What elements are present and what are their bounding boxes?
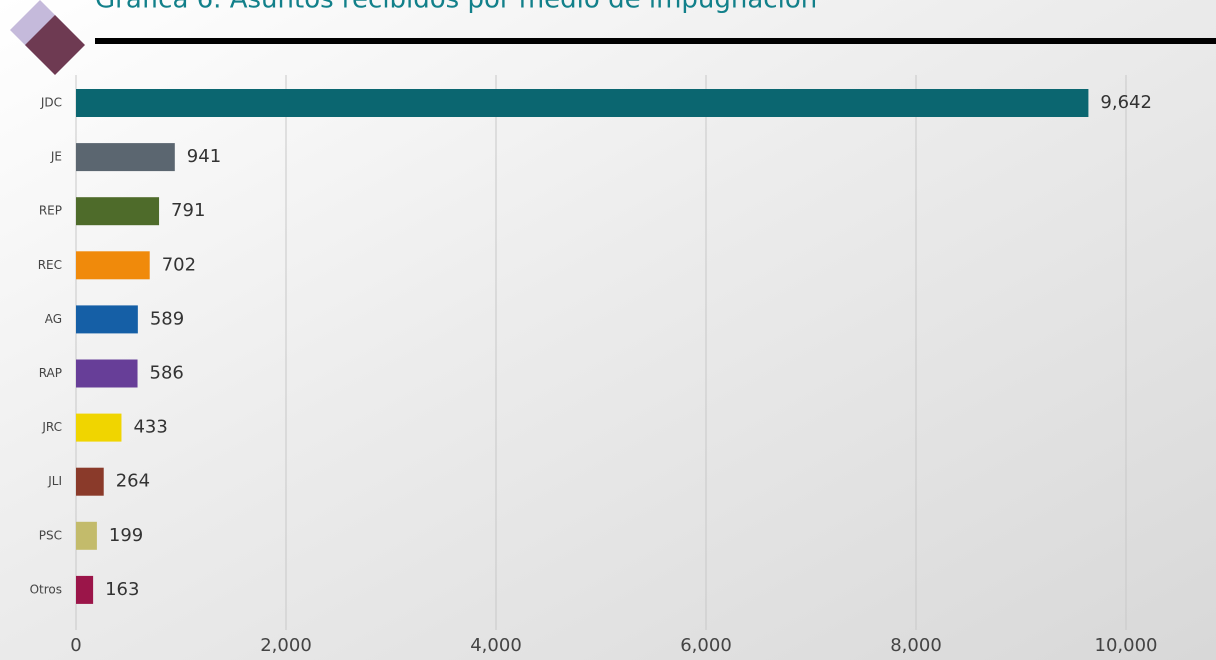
x-tick-label: 2,000 bbox=[260, 635, 312, 656]
x-tick-label: 0 bbox=[70, 635, 81, 656]
data-label: 586 bbox=[150, 363, 184, 384]
bar bbox=[76, 251, 150, 279]
bar bbox=[76, 89, 1088, 117]
x-tick-label: 8,000 bbox=[890, 635, 942, 656]
bar bbox=[76, 576, 93, 604]
y-tick-label: RAP bbox=[39, 366, 62, 380]
bar bbox=[76, 414, 121, 442]
y-tick-label: JRC bbox=[41, 420, 62, 434]
data-label: 702 bbox=[162, 254, 196, 275]
data-label: 941 bbox=[187, 146, 221, 167]
y-tick-label: JDC bbox=[40, 96, 62, 110]
data-label: 163 bbox=[105, 579, 139, 600]
y-tick-label: REC bbox=[38, 258, 62, 272]
chart: Gráfica 6. Asuntos recibidos por medio d… bbox=[0, 0, 1216, 660]
bar bbox=[76, 305, 138, 333]
y-tick-label: Otros bbox=[30, 582, 62, 596]
chart-title: Gráfica 6. Asuntos recibidos por medio d… bbox=[95, 0, 817, 15]
bar bbox=[76, 197, 159, 225]
data-label: 433 bbox=[133, 417, 167, 438]
x-tick-label: 10,000 bbox=[1095, 635, 1158, 656]
data-label: 199 bbox=[109, 525, 143, 546]
data-label: 9,642 bbox=[1100, 92, 1152, 113]
data-label: 264 bbox=[116, 471, 150, 492]
y-tick-label: REP bbox=[39, 204, 62, 218]
y-tick-label: JLI bbox=[47, 474, 62, 488]
bar bbox=[76, 360, 138, 388]
bar bbox=[76, 468, 104, 496]
data-label: 791 bbox=[171, 200, 205, 221]
x-tick-label: 6,000 bbox=[680, 635, 732, 656]
bar bbox=[76, 522, 97, 550]
data-label: 589 bbox=[150, 308, 184, 329]
x-tick-label: 4,000 bbox=[470, 635, 522, 656]
y-tick-label: PSC bbox=[39, 528, 62, 542]
y-tick-label: JE bbox=[50, 150, 62, 164]
title-rule bbox=[95, 38, 1216, 44]
y-tick-label: AG bbox=[45, 312, 62, 326]
bar bbox=[76, 143, 175, 171]
